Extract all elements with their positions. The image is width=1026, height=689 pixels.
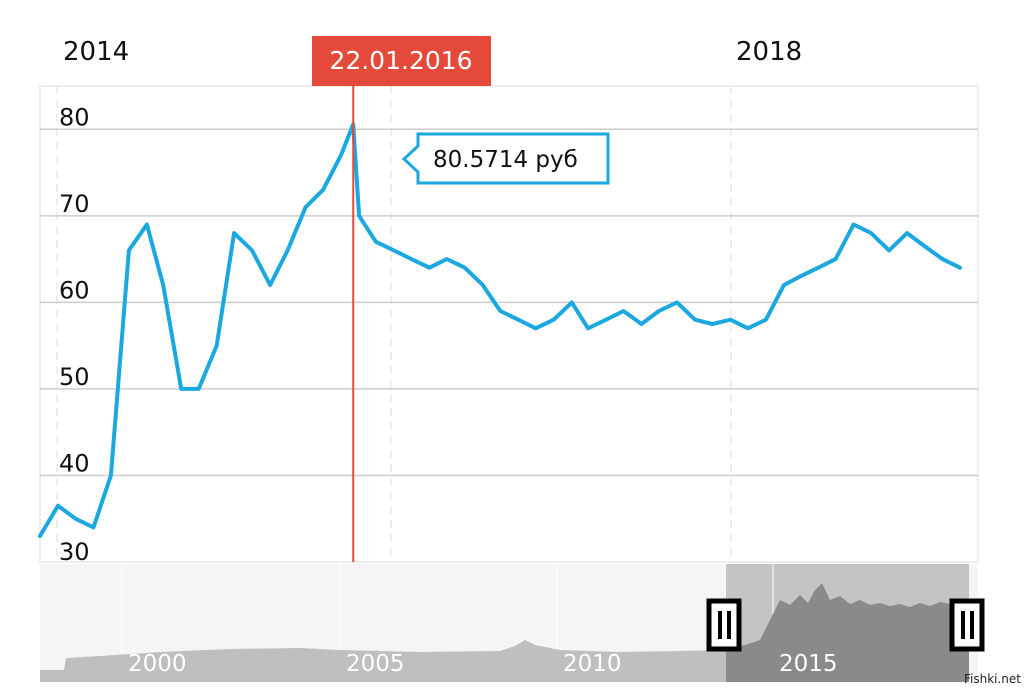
y-tick-label: 60 bbox=[59, 276, 90, 304]
navigator-handle-right[interactable] bbox=[949, 598, 985, 652]
y-tick-label: 40 bbox=[59, 449, 90, 477]
navigator-handle-icon[interactable] bbox=[706, 598, 742, 652]
plot-frame bbox=[39, 85, 979, 563]
top-axis-label-2018: 2018 bbox=[736, 37, 802, 67]
date-marker-label-box bbox=[312, 36, 491, 86]
y-axis-ticks: 30 40 50 60 70 80 bbox=[59, 103, 90, 566]
top-axis-label-2014: 2014 bbox=[63, 37, 129, 67]
navigator-handle-icon[interactable] bbox=[949, 598, 985, 652]
value-tooltip: 80.5714 руб bbox=[401, 132, 610, 185]
rate-series-line bbox=[38, 122, 962, 538]
navigator-handle-left[interactable] bbox=[706, 598, 742, 652]
y-tick-label: 30 bbox=[59, 538, 90, 566]
tooltip-box bbox=[401, 132, 610, 185]
navigator-area-history bbox=[40, 640, 726, 682]
navigator[interactable]: 2000 2005 2010 2015 bbox=[40, 564, 985, 682]
navigator-year-2010: 2010 bbox=[563, 651, 622, 677]
navigator-year-2000: 2000 bbox=[128, 651, 187, 677]
navigator-area-selected bbox=[726, 583, 969, 682]
navigator-year-2005: 2005 bbox=[346, 651, 405, 677]
tooltip-value: 80.5714 руб bbox=[433, 147, 578, 173]
navigator-year-2015: 2015 bbox=[779, 651, 838, 677]
date-marker-label: 22.01.2016 bbox=[329, 46, 472, 75]
y-tick-label: 50 bbox=[59, 363, 90, 391]
y-tick-label: 70 bbox=[59, 190, 90, 218]
watermark: Fishki.net bbox=[964, 672, 1021, 686]
y-tick-label: 80 bbox=[59, 103, 90, 131]
